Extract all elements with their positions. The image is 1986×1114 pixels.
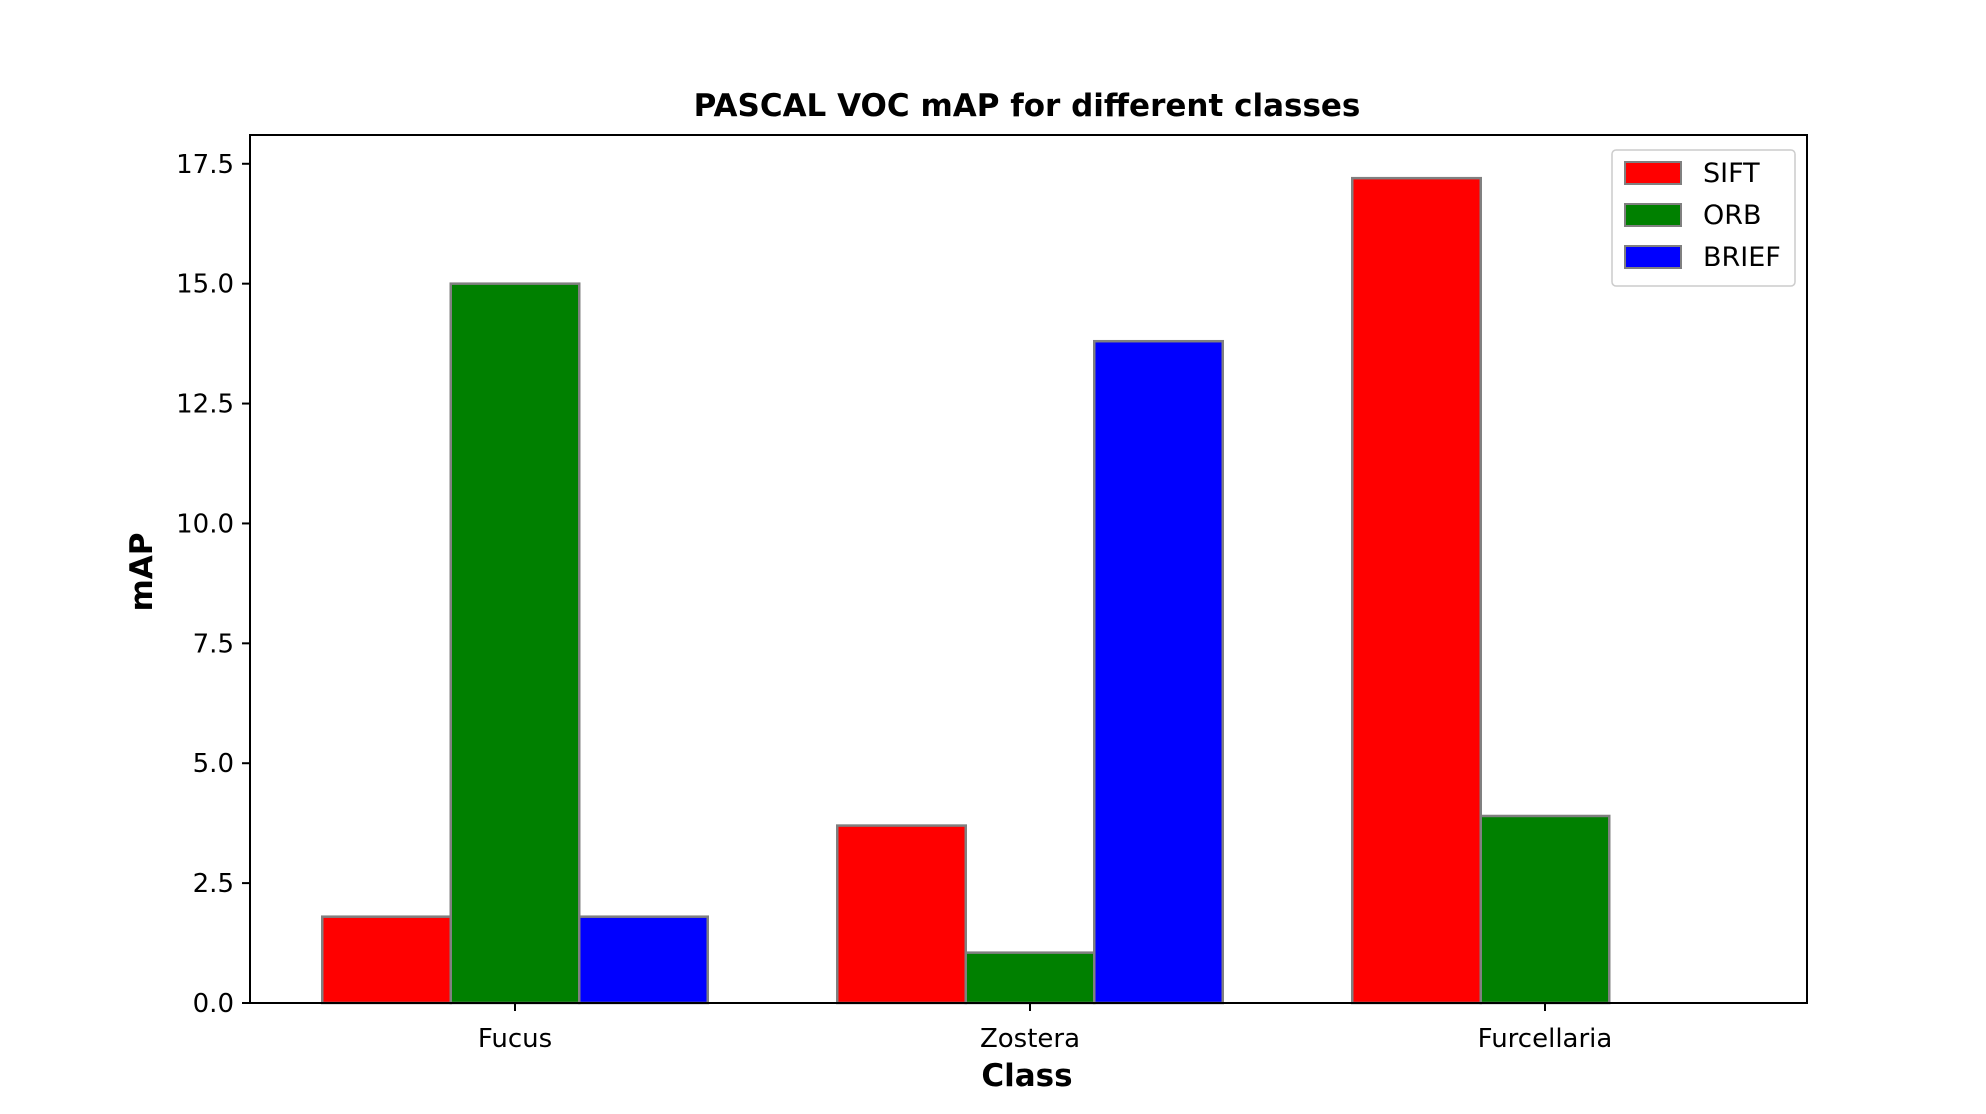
y-tick-label: 5.0: [193, 749, 234, 779]
x-tick-label: Furcellaria: [1478, 1024, 1613, 1054]
bar-orb-fucus: [449, 282, 581, 1005]
chart-title: PASCAL VOC mAP for different classes: [694, 88, 1361, 124]
bar-sift-furcellaria: [1351, 176, 1482, 1005]
y-tick-label: 15.0: [176, 270, 234, 300]
bar-sift-fucus: [321, 915, 452, 1005]
y-axis-label: mAP: [124, 532, 160, 611]
bar-sift-zostera: [836, 824, 967, 1005]
y-tick-label: 10.0: [176, 509, 234, 539]
legend-label-orb: ORB: [1703, 200, 1762, 231]
y-tick-label: 2.5: [193, 869, 234, 899]
plot-area-frame: [249, 134, 1808, 1004]
y-tick-label: 0.0: [193, 989, 234, 1019]
legend-label-brief: BRIEF: [1703, 242, 1781, 273]
bar-orb-zostera: [964, 951, 1096, 1005]
x-tick-label: Fucus: [478, 1024, 552, 1054]
legend-swatch-brief: [1624, 245, 1682, 269]
y-tick-label: 17.5: [176, 150, 234, 180]
x-axis-ticks: Fucus Zostera Furcellaria: [478, 1003, 1613, 1054]
legend-label-sift: SIFT: [1703, 158, 1760, 189]
bar-brief-fucus: [578, 915, 709, 1005]
legend-swatch-orb: [1624, 203, 1682, 227]
bars-layer: [321, 176, 1611, 1005]
legend-swatch-sift: [1624, 161, 1682, 185]
x-tick-label: Zostera: [980, 1024, 1080, 1054]
bar-orb-furcellaria: [1479, 814, 1611, 1005]
legend: SIFT ORB BRIEF: [1611, 149, 1796, 287]
y-tick-label: 7.5: [193, 629, 234, 659]
bar-brief-zostera: [1093, 339, 1224, 1005]
y-tick-label: 12.5: [176, 390, 234, 420]
y-axis-ticks: 0.0 2.5 5.0 7.5 10.0 12.5 15.0 17.5: [176, 150, 250, 1019]
x-axis-label: Class: [981, 1058, 1072, 1094]
